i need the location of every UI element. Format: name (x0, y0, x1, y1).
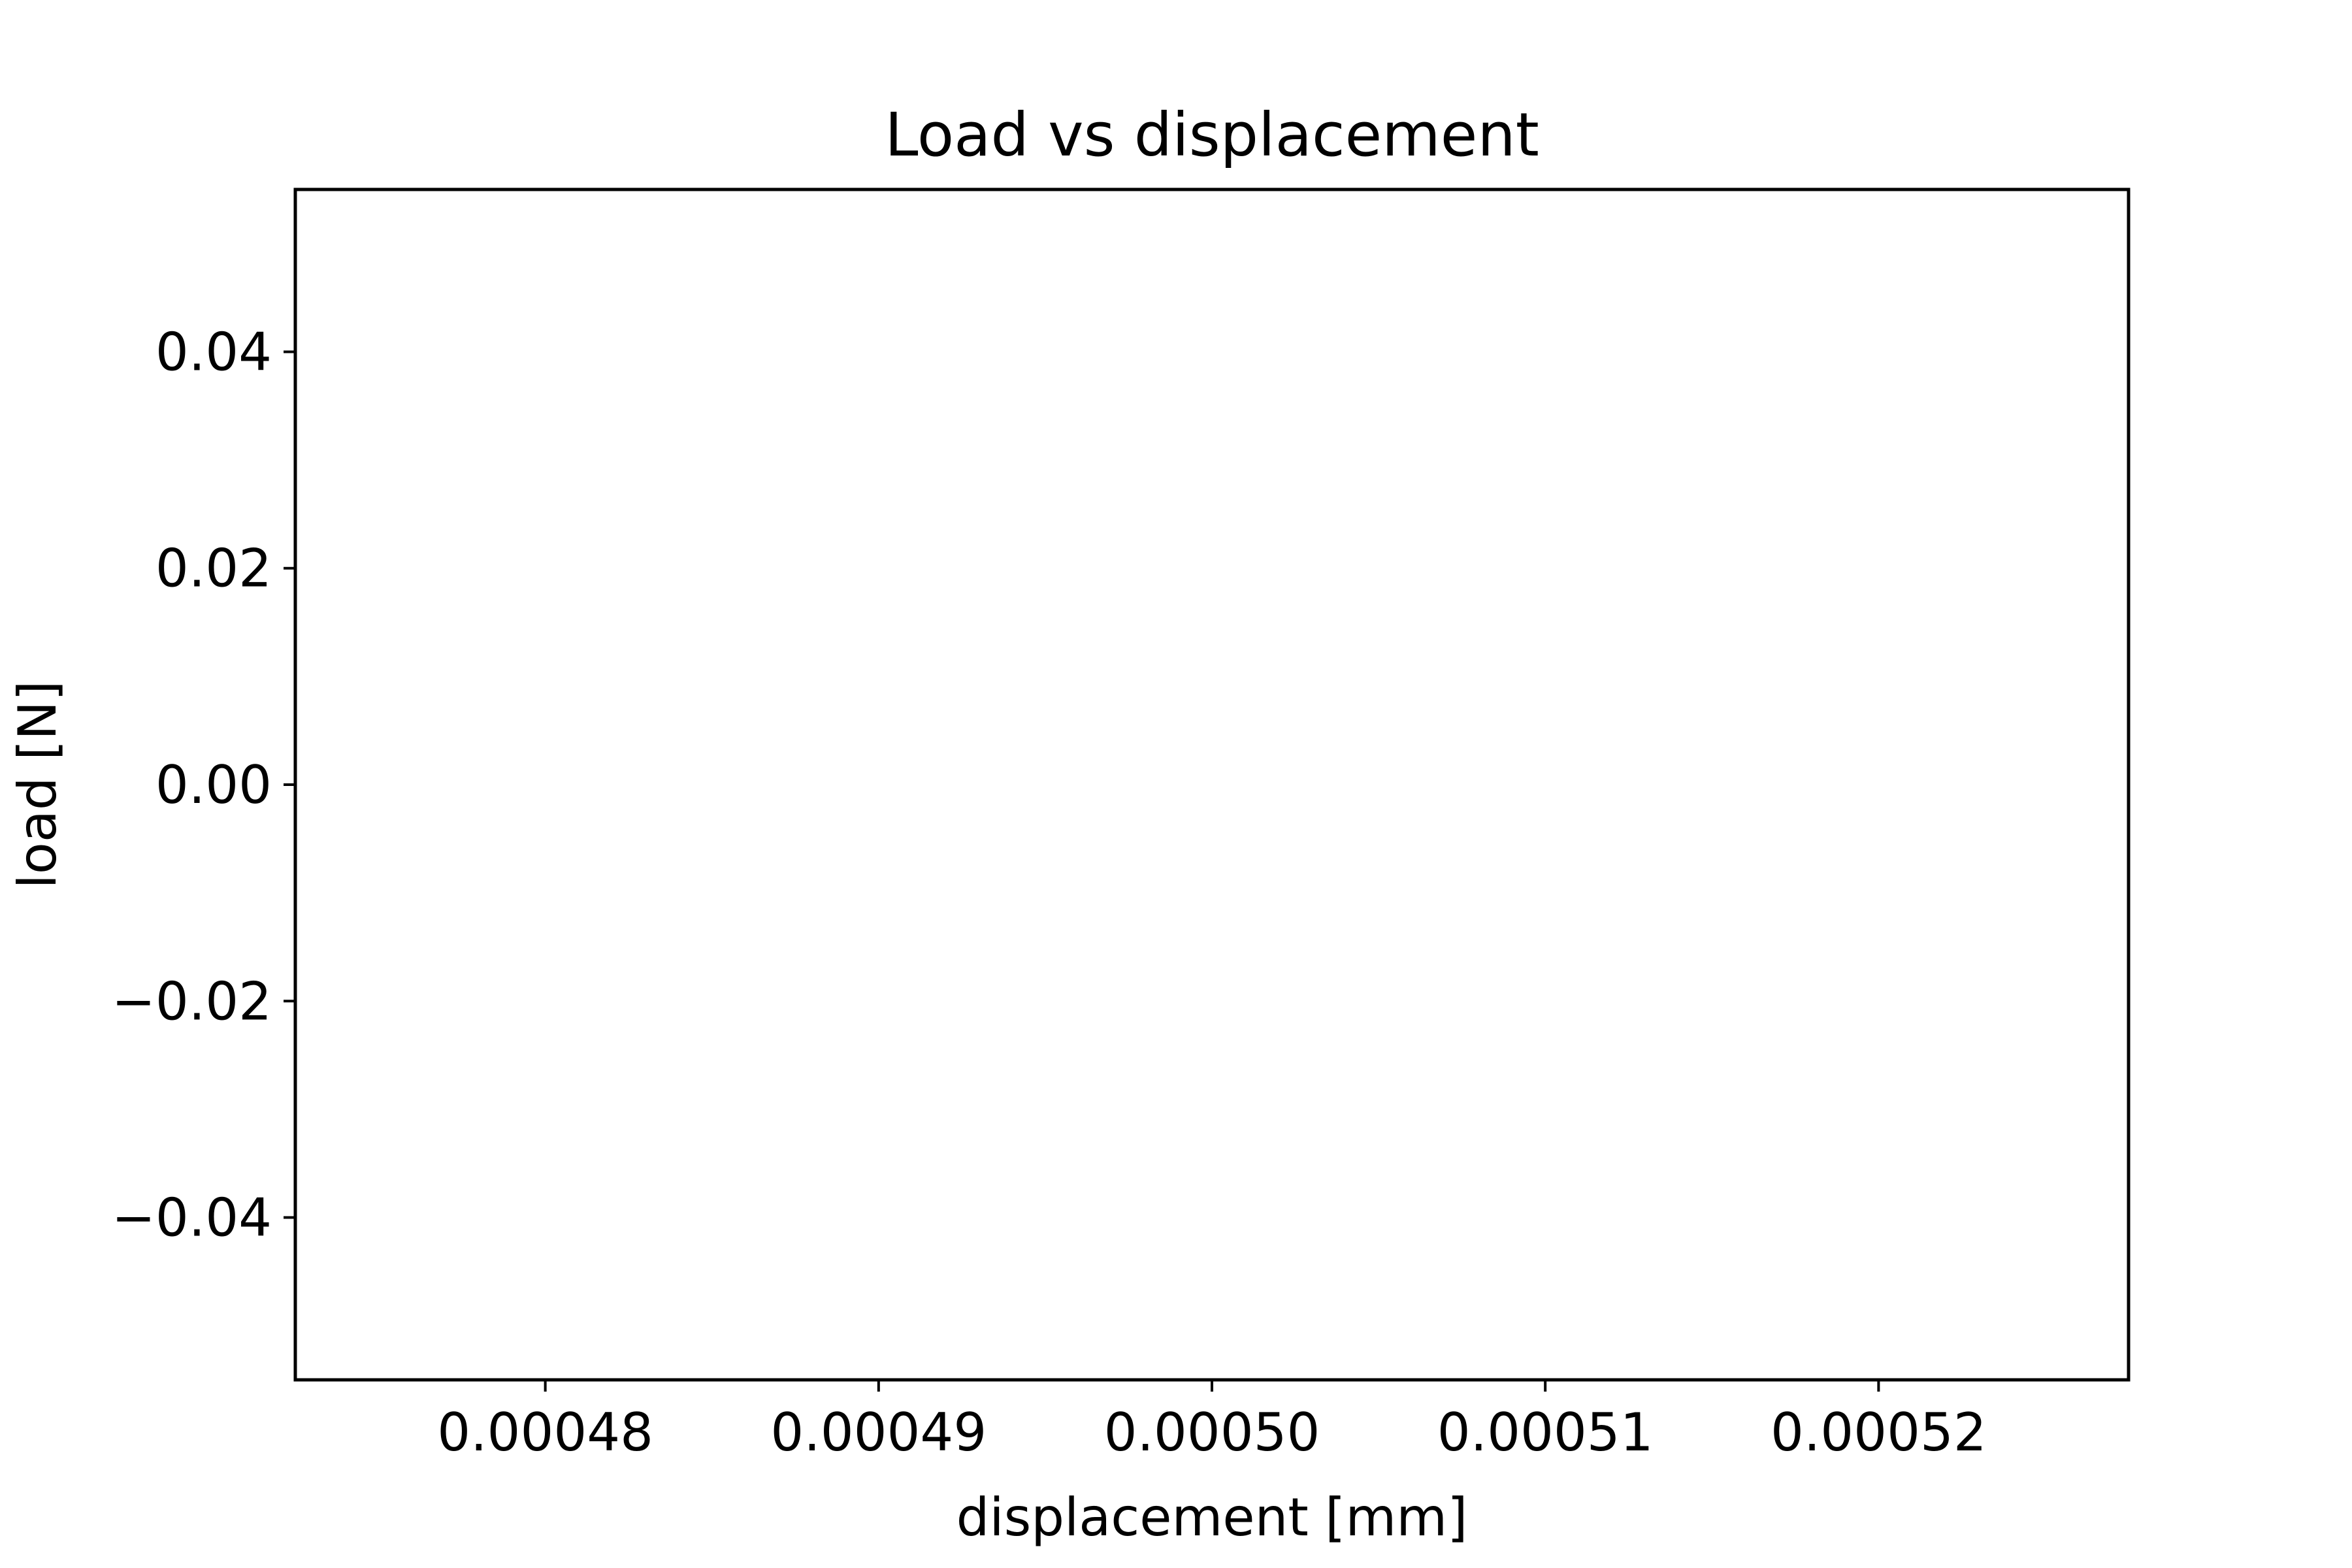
y-axis-label: load [N] (7, 681, 68, 889)
x-tick-label: 0.00051 (1437, 1402, 1654, 1463)
x-axis-label: displacement [mm] (956, 1487, 1468, 1548)
x-tick-label: 0.00048 (437, 1402, 653, 1463)
x-tick-label: 0.00049 (770, 1402, 987, 1463)
y-tick-label: 0.04 (155, 321, 272, 382)
y-tick-label: −0.02 (112, 971, 272, 1032)
x-axis-ticks: 0.00048 0.00049 0.00050 0.00051 0.00052 (437, 1380, 1987, 1463)
y-tick-label: 0.00 (155, 755, 272, 815)
x-tick-label: 0.00050 (1104, 1402, 1320, 1463)
y-tick-label: 0.02 (155, 538, 272, 599)
chart-title: Load vs displacement (885, 100, 1539, 170)
y-axis-ticks: 0.04 0.02 0.00 −0.02 −0.04 (112, 321, 295, 1249)
y-tick-label: −0.04 (112, 1188, 272, 1249)
x-tick-label: 0.00052 (1771, 1402, 1987, 1463)
